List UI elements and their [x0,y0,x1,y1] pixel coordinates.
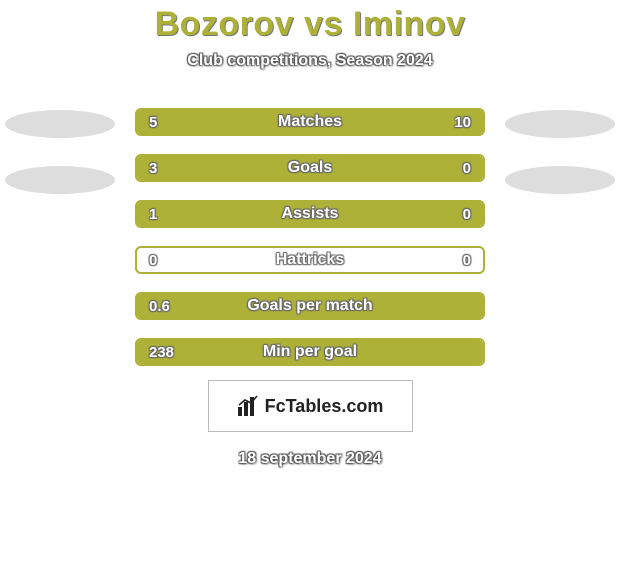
stat-bar-right-fill [407,202,483,226]
left-avatar-column [5,108,115,194]
stat-right-value: 0 [451,248,483,272]
stat-bar-row: 0 0Hattricks [135,246,485,274]
chart-icon [237,395,259,417]
stat-bar-left-fill [137,340,483,364]
subtitle: Club competitions, Season 2024 [187,52,432,70]
stat-bar-row: 30Goals [135,154,485,182]
avatar-placeholder [5,110,115,138]
right-avatar-column [505,108,615,194]
stat-bar-row: 0.6Goals per match [135,292,485,320]
logo-box[interactable]: FcTables.com [208,380,413,432]
vs-text: vs [304,5,343,43]
stat-bar-left-fill [137,202,407,226]
avatar-placeholder [5,166,115,194]
date-text: 18 september 2024 [238,450,381,468]
stat-bar-right-fill [251,110,483,134]
stat-bar-left-fill [137,110,251,134]
stat-bar-left-fill [137,156,407,180]
stat-bar-right-fill [407,156,483,180]
stat-bar-left-fill [137,294,483,318]
avatar-placeholder [505,166,615,194]
comparison-title: Bozorov vs Iminov [155,5,466,44]
stat-bar-row: 238Min per goal [135,338,485,366]
chart-area: 510Matches 30Goals 10Assists 0 0Hattricks 0.6… [0,108,620,366]
player1-name: Bozorov [155,5,295,43]
logo-text: FcTables.com [265,396,384,417]
player2-name: Iminov [353,5,466,43]
stat-bar-row: 510Matches [135,108,485,136]
stat-left-value: 0 [137,248,169,272]
avatar-placeholder [505,110,615,138]
stat-bar-row: 10Assists [135,200,485,228]
bars-container: 510Matches 30Goals 10Assists 0 0Hattricks 0.6… [135,108,485,366]
stat-label: Hattricks [137,248,483,272]
